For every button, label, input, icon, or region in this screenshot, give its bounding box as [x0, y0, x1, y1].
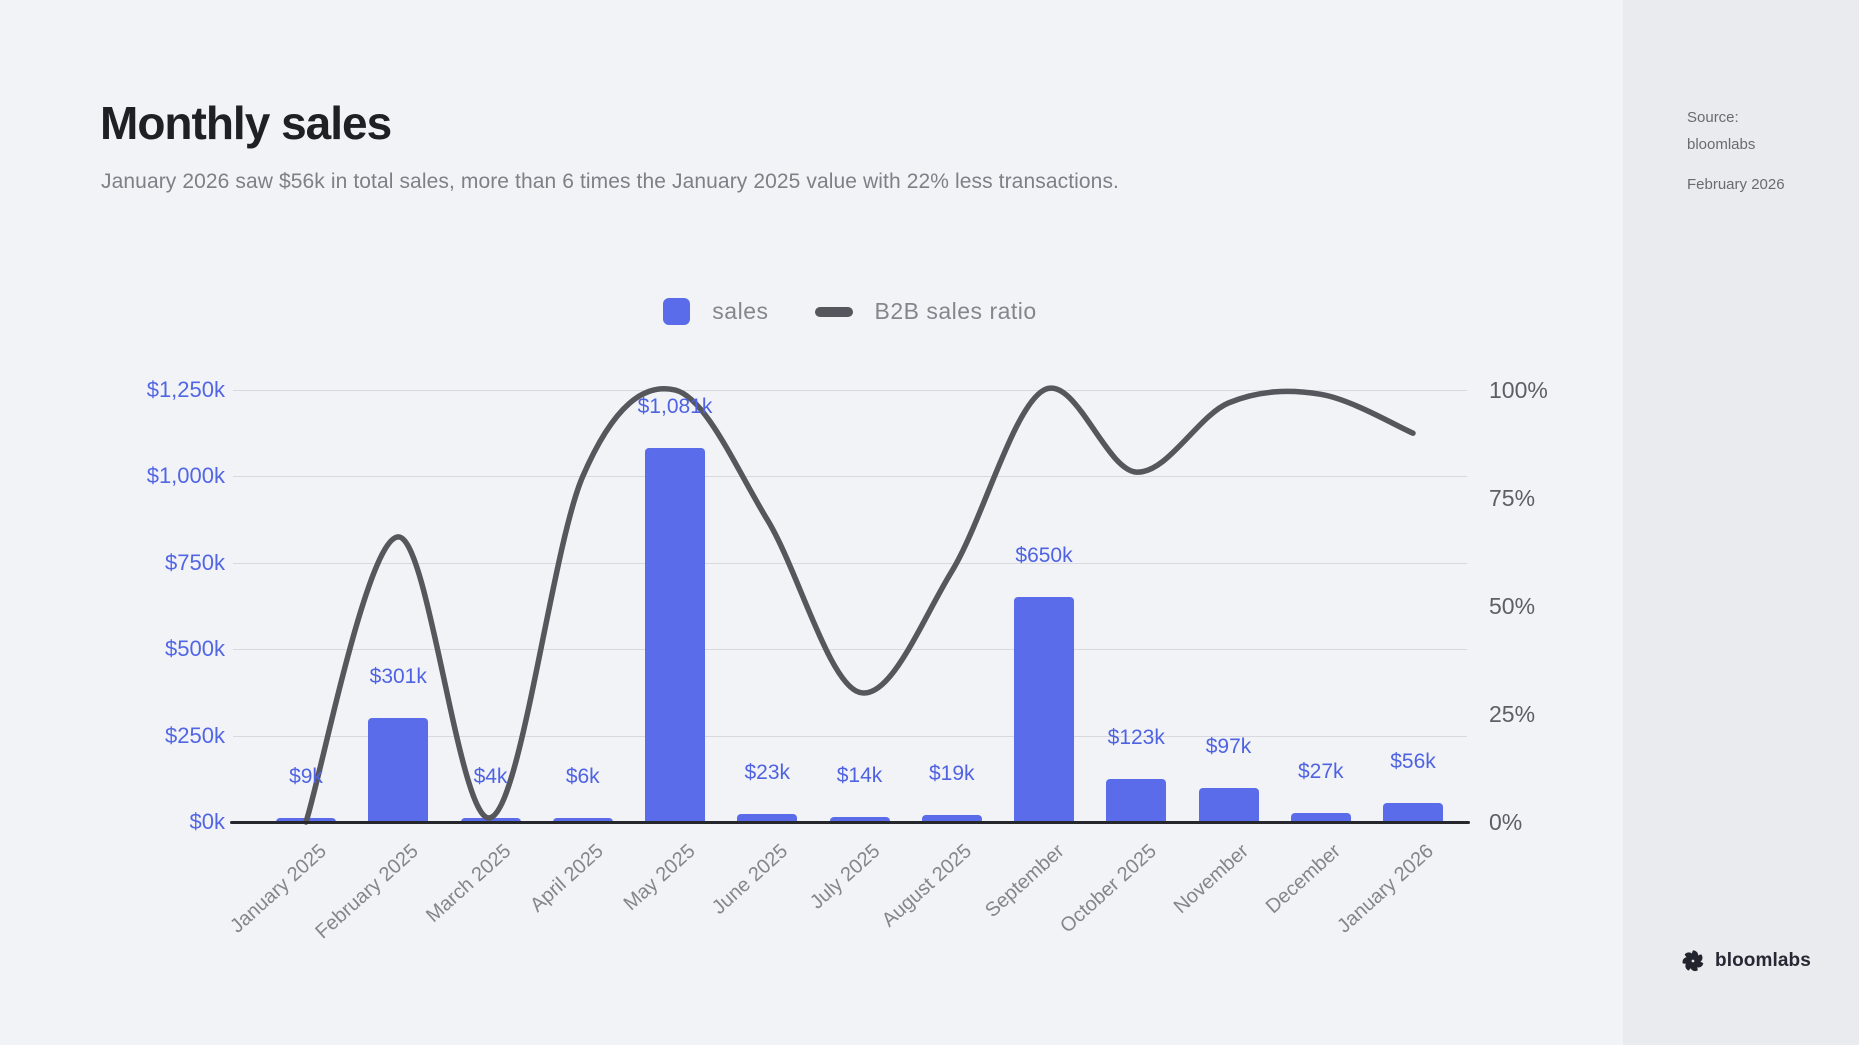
brand-footer: bloomlabs: [1680, 948, 1811, 974]
legend-label-b2b-ratio: B2B sales ratio: [874, 298, 1037, 324]
line-sample-icon: [814, 306, 853, 317]
y-axis-left-tick: $0k: [189, 809, 225, 834]
page-subtitle: January 2026 saw $56k in total sales, mo…: [101, 170, 1119, 193]
x-axis-label: May 2025: [619, 840, 700, 916]
bloomlabs-logo-icon: [1681, 950, 1705, 973]
gridline: [233, 390, 1467, 391]
bar-january-2026[interactable]: [1383, 802, 1443, 822]
y-axis-right-tick: 100%: [1489, 377, 1548, 403]
y-axis-right-tick: 75%: [1489, 485, 1536, 511]
bar-value-label: $123k: [1107, 726, 1165, 750]
bar-value-label: $650k: [1015, 544, 1073, 568]
y-axis-right-tick: 0%: [1489, 809, 1523, 835]
bar-value-label: $9k: [289, 765, 323, 788]
right-sidebar: Source: bloomlabs February 2026 bloomlab…: [1623, 0, 1859, 1045]
y-axis-left-tick: $1,250k: [146, 377, 225, 402]
page-title: Monthly sales: [100, 97, 392, 149]
source-label: Source:: [1687, 109, 1739, 126]
x-axis-label: August 2025: [878, 840, 977, 932]
bar-november[interactable]: [1198, 788, 1259, 822]
x-axis-label: December: [1262, 840, 1346, 919]
bar-value-label: $301k: [369, 664, 427, 688]
bar-value-label: $1,081k: [637, 395, 713, 419]
source-name: bloomlabs: [1687, 136, 1756, 153]
x-axis-label: November: [1169, 840, 1254, 919]
y-axis-left-tick: $750k: [165, 549, 225, 575]
x-axis-label: June 2025: [707, 840, 792, 919]
bar-value-label: $19k: [928, 762, 975, 786]
bar-value-label: $14k: [836, 764, 883, 788]
gridline: [233, 476, 1467, 478]
x-axis-line: [230, 821, 1470, 824]
legend-item-b2b-ratio[interactable]: B2B sales ratio: [814, 298, 1037, 325]
bar-value-label: $27k: [1297, 759, 1344, 783]
bar-value-label: $4k: [473, 765, 508, 788]
gridline: [233, 649, 1467, 651]
bar-value-label: $6k: [565, 765, 600, 788]
legend-label-sales: sales: [712, 298, 769, 324]
y-axis-left-tick: $500k: [165, 636, 225, 662]
x-axis-label: January 2026: [1332, 840, 1438, 938]
brand-name: bloomlabs: [1715, 950, 1811, 971]
legend-item-sales[interactable]: sales: [663, 298, 768, 325]
x-axis-label: April 2025: [525, 840, 608, 917]
x-axis-label: July 2025: [805, 840, 885, 914]
x-axis-label: October 2025: [1056, 840, 1161, 938]
bar-value-label: $97k: [1205, 735, 1252, 759]
sales-swatch-icon: [663, 298, 691, 325]
bar-value-label: $56k: [1390, 749, 1436, 773]
source-block: Source: bloomlabs February 2026: [1687, 104, 1785, 198]
report-date: February 2026: [1687, 176, 1785, 193]
y-axis-right-tick: 25%: [1489, 701, 1536, 727]
x-axis-label: September: [981, 840, 1069, 922]
x-axis-label: March 2025: [422, 840, 516, 928]
y-axis-left-tick: $250k: [165, 722, 225, 748]
y-axis-left-tick: $1,000k: [146, 463, 225, 489]
chart-legend: sales B2B sales ratio: [235, 298, 1465, 325]
bar-february-2025[interactable]: [368, 717, 429, 822]
bar-october-2025[interactable]: [1106, 779, 1167, 822]
y-axis-right-tick: 50%: [1489, 593, 1536, 619]
bar-value-label: $23k: [744, 761, 791, 785]
bar-september[interactable]: [1014, 597, 1074, 822]
bar-may-2025[interactable]: [645, 448, 705, 822]
gridline: [233, 562, 1467, 564]
